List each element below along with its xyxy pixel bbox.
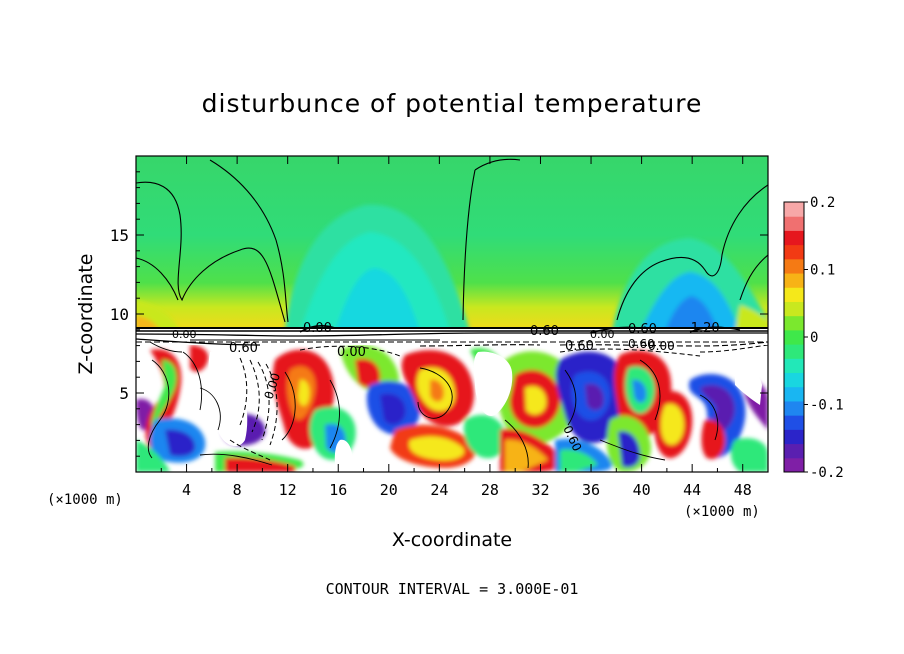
- colorbar-swatch: [784, 400, 804, 416]
- colorbar-swatch: [784, 358, 804, 374]
- x-axis: 4 8 12 16 20 24 28 32 36 40 44 48: [160, 156, 752, 499]
- y-tick-label: 5: [119, 384, 129, 403]
- colorbar-swatch: [784, 315, 804, 331]
- colorbar-swatch: [784, 415, 804, 430]
- contour-label: 0.00: [648, 339, 675, 353]
- contour-labels: 0.00 0.60 0.00 0.60 0.60 0.60 -1.20 0.60…: [172, 321, 720, 453]
- colorbar-ticks: 0.2 0.1 0 -0.1 -0.2: [804, 195, 844, 481]
- colorbar-swatch: [784, 216, 804, 231]
- contour-label: 0.00: [303, 321, 332, 336]
- colorbar-swatch: [784, 443, 804, 459]
- contour-label: 0.00: [172, 328, 197, 341]
- y-unit-label: (×1000 m): [47, 492, 123, 508]
- colorbar-swatch: [784, 372, 804, 388]
- chart-title: disturbunce of potential temperature: [202, 89, 703, 118]
- y-axis-label: Z-coordinate: [75, 254, 97, 375]
- colorbar-swatch: [784, 273, 804, 288]
- y-axis: 5 10 15: [110, 171, 768, 457]
- x-tick-label: 8: [233, 481, 242, 499]
- x-tick-label: 20: [380, 481, 398, 499]
- contour-label: 0.60: [628, 337, 655, 351]
- colorbar-swatch: [784, 244, 804, 260]
- contour-label: 0.60: [628, 322, 657, 337]
- x-tick-label: 40: [633, 481, 651, 499]
- colorbar-tick-label: 0.2: [810, 195, 835, 211]
- colorbar-tick-label: -0.1: [810, 398, 844, 414]
- contour-label: 0.60: [565, 339, 594, 354]
- colorbar-tick-label: -0.2: [810, 465, 844, 481]
- colorbar-swatch: [784, 258, 804, 274]
- x-tick-label: 44: [683, 481, 701, 499]
- x-unit-label: (×1000 m): [684, 504, 760, 520]
- x-tick-label: 28: [481, 481, 499, 499]
- colorbar-swatch: [784, 457, 804, 473]
- plot-area: [136, 156, 768, 472]
- contour-label: 0.60: [530, 324, 559, 339]
- colorbar-swatch: [784, 287, 804, 302]
- y-tick-label: 10: [110, 305, 129, 324]
- contour-interval-note: CONTOUR INTERVAL = 3.000E-01: [326, 580, 579, 598]
- colorbar-swatch: [784, 230, 804, 246]
- contour-label: -1.20: [686, 321, 720, 336]
- colorbar-swatch: [784, 386, 804, 402]
- contour-label: 0.00: [590, 328, 615, 341]
- contour-label: 0.60: [229, 341, 258, 356]
- colorbar-swatch: [784, 329, 804, 345]
- colorbar-tick-label: 0.1: [810, 263, 835, 279]
- x-tick-label: 48: [734, 481, 752, 499]
- colorbar-tick-label: 0: [810, 330, 818, 346]
- x-tick-label: 32: [531, 481, 549, 499]
- contour-label: 0.00: [337, 345, 366, 360]
- x-axis-label: X-coordinate: [392, 529, 512, 551]
- x-tick-label: 4: [182, 481, 191, 499]
- y-tick-label: 15: [110, 226, 129, 245]
- x-tick-label: 12: [279, 481, 297, 499]
- colorbar: [784, 202, 804, 473]
- colorbar-swatch: [784, 301, 804, 317]
- colorbar-swatch: [784, 429, 804, 445]
- x-tick-label: 24: [430, 481, 448, 499]
- colorbar-swatch: [784, 344, 804, 359]
- x-tick-label: 16: [329, 481, 347, 499]
- x-tick-label: 36: [582, 481, 600, 499]
- colorbar-swatch: [784, 202, 804, 217]
